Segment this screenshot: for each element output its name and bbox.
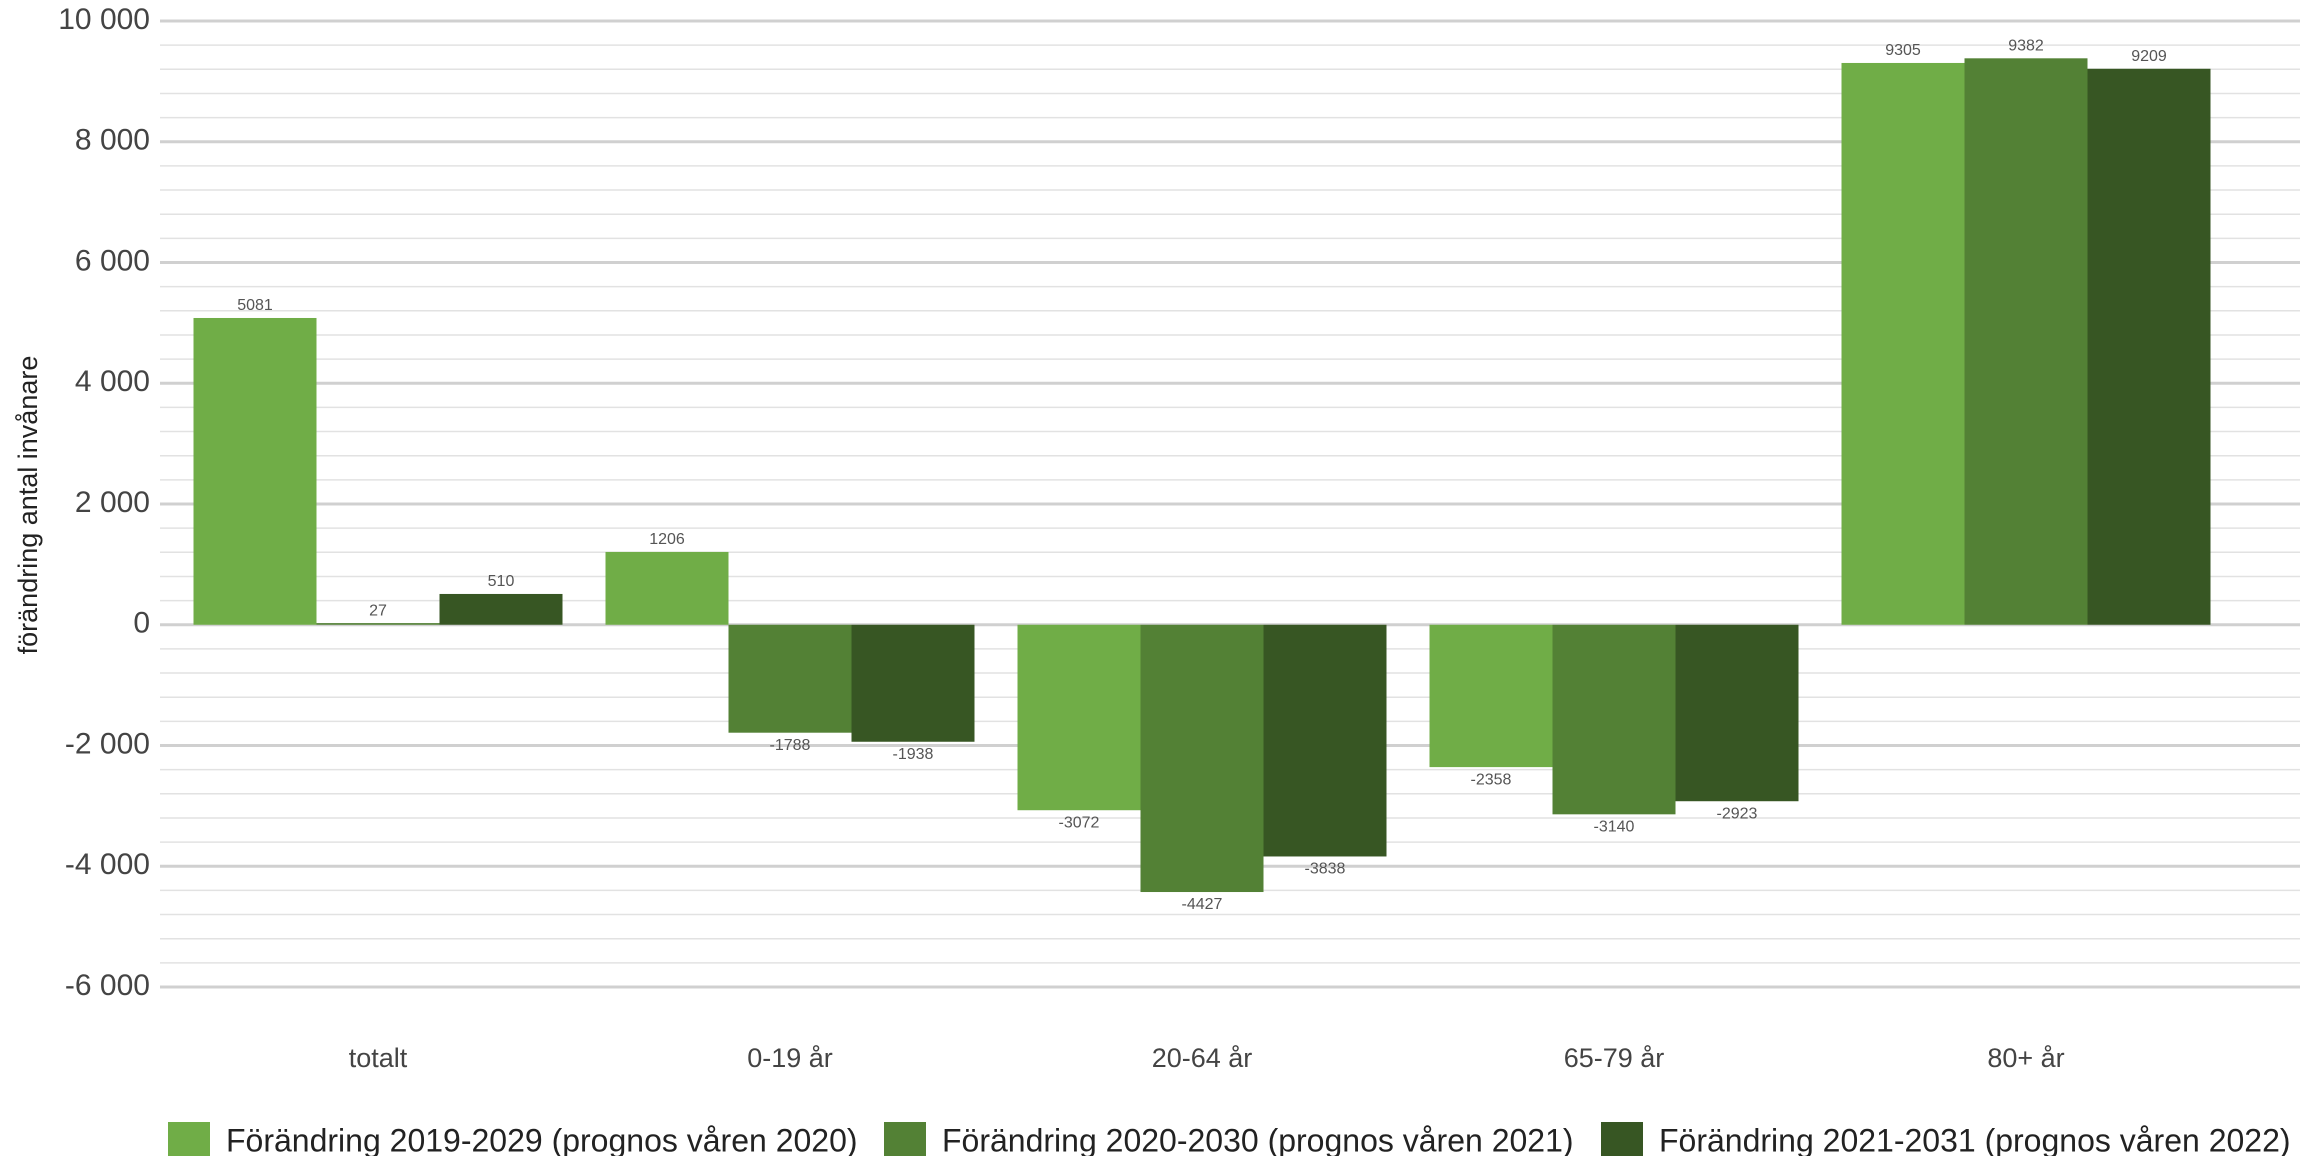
y-tick-label: 0: [133, 607, 150, 640]
x-tick-label: 20-64 år: [1152, 1043, 1253, 1073]
legend-swatch: [1601, 1122, 1643, 1156]
data-label: -4427: [1182, 896, 1223, 913]
data-label: -3140: [1594, 819, 1635, 836]
data-label: -3838: [1305, 861, 1346, 878]
data-label: -2358: [1471, 771, 1512, 788]
data-label: -2923: [1717, 805, 1758, 822]
bar: [1429, 624, 1553, 768]
bar: [1552, 624, 1676, 815]
bar: [193, 317, 317, 625]
bar: [728, 624, 852, 733]
bar: [1841, 62, 1965, 625]
bar: [1017, 624, 1141, 811]
y-tick-label: -2 000: [65, 727, 150, 760]
x-tick-label: totalt: [349, 1043, 408, 1073]
bar: [2087, 68, 2211, 625]
data-label: 9305: [1885, 42, 1921, 59]
data-label: -1938: [893, 746, 934, 763]
bar: [316, 623, 440, 625]
data-label: 510: [488, 573, 515, 590]
legend-label: Förändring 2019-2029 (prognos våren 2020…: [226, 1122, 858, 1156]
data-label: 27: [369, 602, 387, 619]
legend-label: Förändring 2020-2030 (prognos våren 2021…: [942, 1122, 1574, 1156]
legend-label: Förändring 2021-2031 (prognos våren 2022…: [1659, 1122, 2291, 1156]
bar: [1263, 624, 1387, 857]
bar: [1140, 624, 1264, 893]
bar: [1964, 58, 2088, 625]
data-label: -3072: [1059, 814, 1100, 831]
bar: [851, 624, 975, 742]
data-label: 9382: [2008, 38, 2044, 55]
y-tick-label: 6 000: [75, 244, 150, 277]
y-tick-label: 4 000: [75, 365, 150, 398]
x-tick-label: 80+ år: [1987, 1043, 2064, 1073]
x-tick-label: 65-79 år: [1564, 1043, 1665, 1073]
y-tick-label: 2 000: [75, 486, 150, 519]
bar: [605, 551, 729, 625]
y-tick-label: -6 000: [65, 969, 150, 1002]
y-tick-label: 8 000: [75, 124, 150, 157]
legend-swatch: [168, 1122, 210, 1156]
legend-swatch: [884, 1122, 926, 1156]
x-tick-label: 0-19 år: [747, 1043, 833, 1073]
bar: [439, 593, 563, 625]
data-label: 5081: [237, 297, 273, 314]
bar: [1675, 624, 1799, 802]
y-tick-label: 10 000: [58, 3, 150, 36]
data-label: 1206: [649, 531, 685, 548]
y-axis-label: förändring antal invånare: [13, 356, 43, 655]
data-label: -1788: [770, 737, 811, 754]
data-label: 9209: [2131, 48, 2167, 65]
y-tick-label: -4 000: [65, 848, 150, 881]
